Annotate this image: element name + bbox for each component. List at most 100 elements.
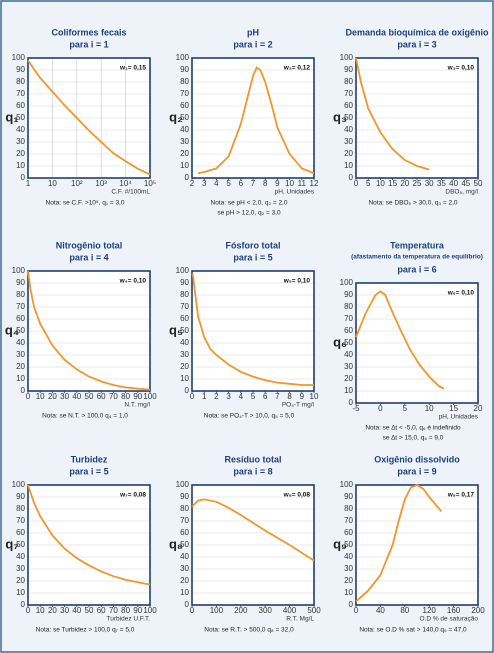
y-tick-label: 70	[16, 302, 25, 311]
y-tick-label: 10	[344, 386, 353, 395]
y-tick-label: 0	[21, 600, 26, 609]
x-tick-label: 100	[143, 392, 157, 401]
x-tick-label: -5	[352, 404, 360, 413]
curve	[191, 498, 315, 562]
y-tick-label: 20	[180, 576, 189, 585]
chart-title: Temperatura	[390, 240, 445, 250]
x-tick-label: 11	[298, 179, 307, 188]
x-tick-label: 10	[285, 179, 294, 188]
x-tick-label: 9	[275, 179, 280, 188]
x-tick-label: 100	[143, 606, 157, 615]
y-tick-label: 40	[16, 338, 25, 347]
y-tick-label: 40	[344, 125, 353, 134]
weight-label: w₂= 0,12	[283, 65, 311, 72]
x-tick-label: 40	[449, 179, 458, 188]
y-axis-label: q₉	[333, 536, 347, 551]
y-tick-label: 90	[180, 278, 189, 287]
y-tick-label: 60	[16, 314, 25, 323]
y-tick-label: 100	[12, 480, 26, 489]
x-axis-label: C.F. #/100mL	[111, 189, 150, 196]
chart-title: Oxigênio dissolvido	[374, 454, 460, 464]
x-tick-label: 200	[234, 606, 248, 615]
x-tick-label: 9	[300, 392, 305, 401]
note: Nota: se C.F. >10⁵, q₁ = 3,0	[46, 200, 125, 207]
y-tick-label: 0	[185, 600, 190, 609]
x-tick-label: 0	[378, 404, 383, 413]
x-tick-label: 0	[190, 606, 195, 615]
y-tick-label: 60	[344, 101, 353, 110]
plot-border	[191, 484, 315, 606]
y-tick-label: 40	[180, 338, 189, 347]
chart-subtitle: para i = 6	[397, 264, 436, 274]
x-tick-label: 12	[310, 179, 319, 188]
y-tick-label: 70	[344, 516, 353, 525]
y-tick-label: 20	[180, 362, 189, 371]
x-axis-label: O.D % de saturação	[419, 616, 478, 623]
y-tick-label: 50	[344, 113, 353, 122]
x-tick-label: 0	[190, 392, 195, 401]
x-axis-label: DBO₅, mg/l	[445, 189, 478, 196]
x-tick-label: 10	[36, 606, 45, 615]
x-tick-label: 1	[202, 392, 207, 401]
x-tick-label: 40	[72, 392, 81, 401]
x-tick-label: 20	[48, 606, 57, 615]
y-tick-label: 30	[180, 137, 189, 146]
x-tick-label: 10	[48, 179, 57, 188]
x-tick-label: 10	[36, 392, 45, 401]
note: Nota: se N.T. > 100,0 q₄ = 1,0	[42, 413, 128, 420]
x-tick-label: 5	[226, 179, 231, 188]
y-tick-label: 20	[344, 374, 353, 383]
weight-label: w₁= 0,15	[119, 65, 146, 72]
x-tick-label: 25	[413, 179, 422, 188]
y-tick-label: 10	[344, 161, 353, 170]
x-tick-label: 20	[48, 392, 57, 401]
x-axis-label: pH, Unidades	[275, 189, 315, 196]
y-tick-label: 100	[176, 53, 190, 62]
y-tick-label: 40	[180, 552, 189, 561]
x-tick-label: 60	[97, 606, 106, 615]
x-axis-label: R.T. Mg/L	[286, 616, 314, 623]
weight-label: w₆= 0,10	[447, 290, 475, 297]
y-axis-label: q₁	[5, 109, 18, 124]
x-tick-label: 3	[226, 392, 231, 401]
y-tick-label: 30	[344, 137, 353, 146]
y-tick-label: 100	[340, 278, 354, 287]
note: Nota: se R.T. > 500,0 q₈ = 32,0	[204, 627, 294, 634]
note: Nota: se ∆t < -5,0, q₆ é indefinido	[365, 425, 461, 432]
x-tick-label: 300	[259, 606, 273, 615]
y-tick-label: 10	[180, 588, 189, 597]
x-tick-label: 15	[388, 179, 397, 188]
x-tick-label: 50	[474, 179, 483, 188]
y-tick-label: 60	[16, 101, 25, 110]
y-tick-label: 80	[180, 504, 189, 513]
x-tick-label: 70	[109, 606, 118, 615]
y-tick-label: 10	[344, 588, 353, 597]
y-tick-label: 10	[16, 161, 25, 170]
curve	[355, 484, 443, 603]
x-tick-label: 400	[283, 606, 297, 615]
chart-subtitle: para i = 3	[397, 39, 436, 49]
y-tick-label: 40	[16, 125, 25, 134]
chart-title: pH	[247, 27, 259, 37]
y-tick-label: 50	[16, 326, 25, 335]
note: Nota: se O.D % sat > 140,0 q₉ = 47,0	[359, 627, 467, 634]
y-tick-label: 20	[180, 149, 189, 158]
weight-label: w₅= 0,10	[283, 278, 311, 285]
y-tick-label: 70	[16, 89, 25, 98]
x-tick-label: 10⁵	[144, 179, 156, 188]
chart-subtitle: (afastamento da temperatura de equilíbri…	[351, 254, 483, 261]
curve	[27, 59, 151, 176]
x-tick-label: 0	[354, 606, 359, 615]
x-tick-label: 8	[287, 392, 292, 401]
curve	[355, 290, 445, 390]
curve	[197, 66, 315, 175]
x-tick-label: 100	[210, 606, 224, 615]
chart-subtitle: para i = 9	[397, 466, 436, 476]
y-tick-label: 50	[344, 338, 353, 347]
chart-subtitle: para i = 5	[233, 252, 272, 262]
y-axis-label: q₅	[169, 322, 183, 337]
y-tick-label: 0	[349, 398, 354, 407]
chart-title: Resíduo total	[224, 454, 281, 464]
y-tick-label: 0	[185, 386, 190, 395]
